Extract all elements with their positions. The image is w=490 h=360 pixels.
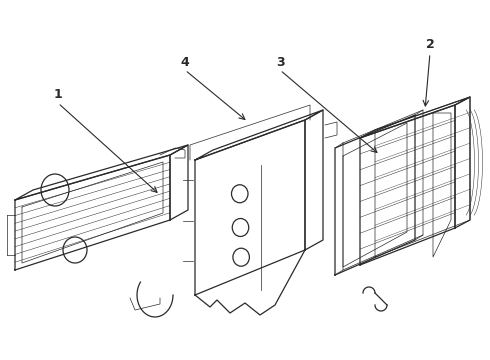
Text: 3: 3 — [276, 55, 284, 68]
Text: 4: 4 — [181, 55, 189, 68]
Text: 2: 2 — [426, 39, 434, 51]
Text: 1: 1 — [53, 89, 62, 102]
